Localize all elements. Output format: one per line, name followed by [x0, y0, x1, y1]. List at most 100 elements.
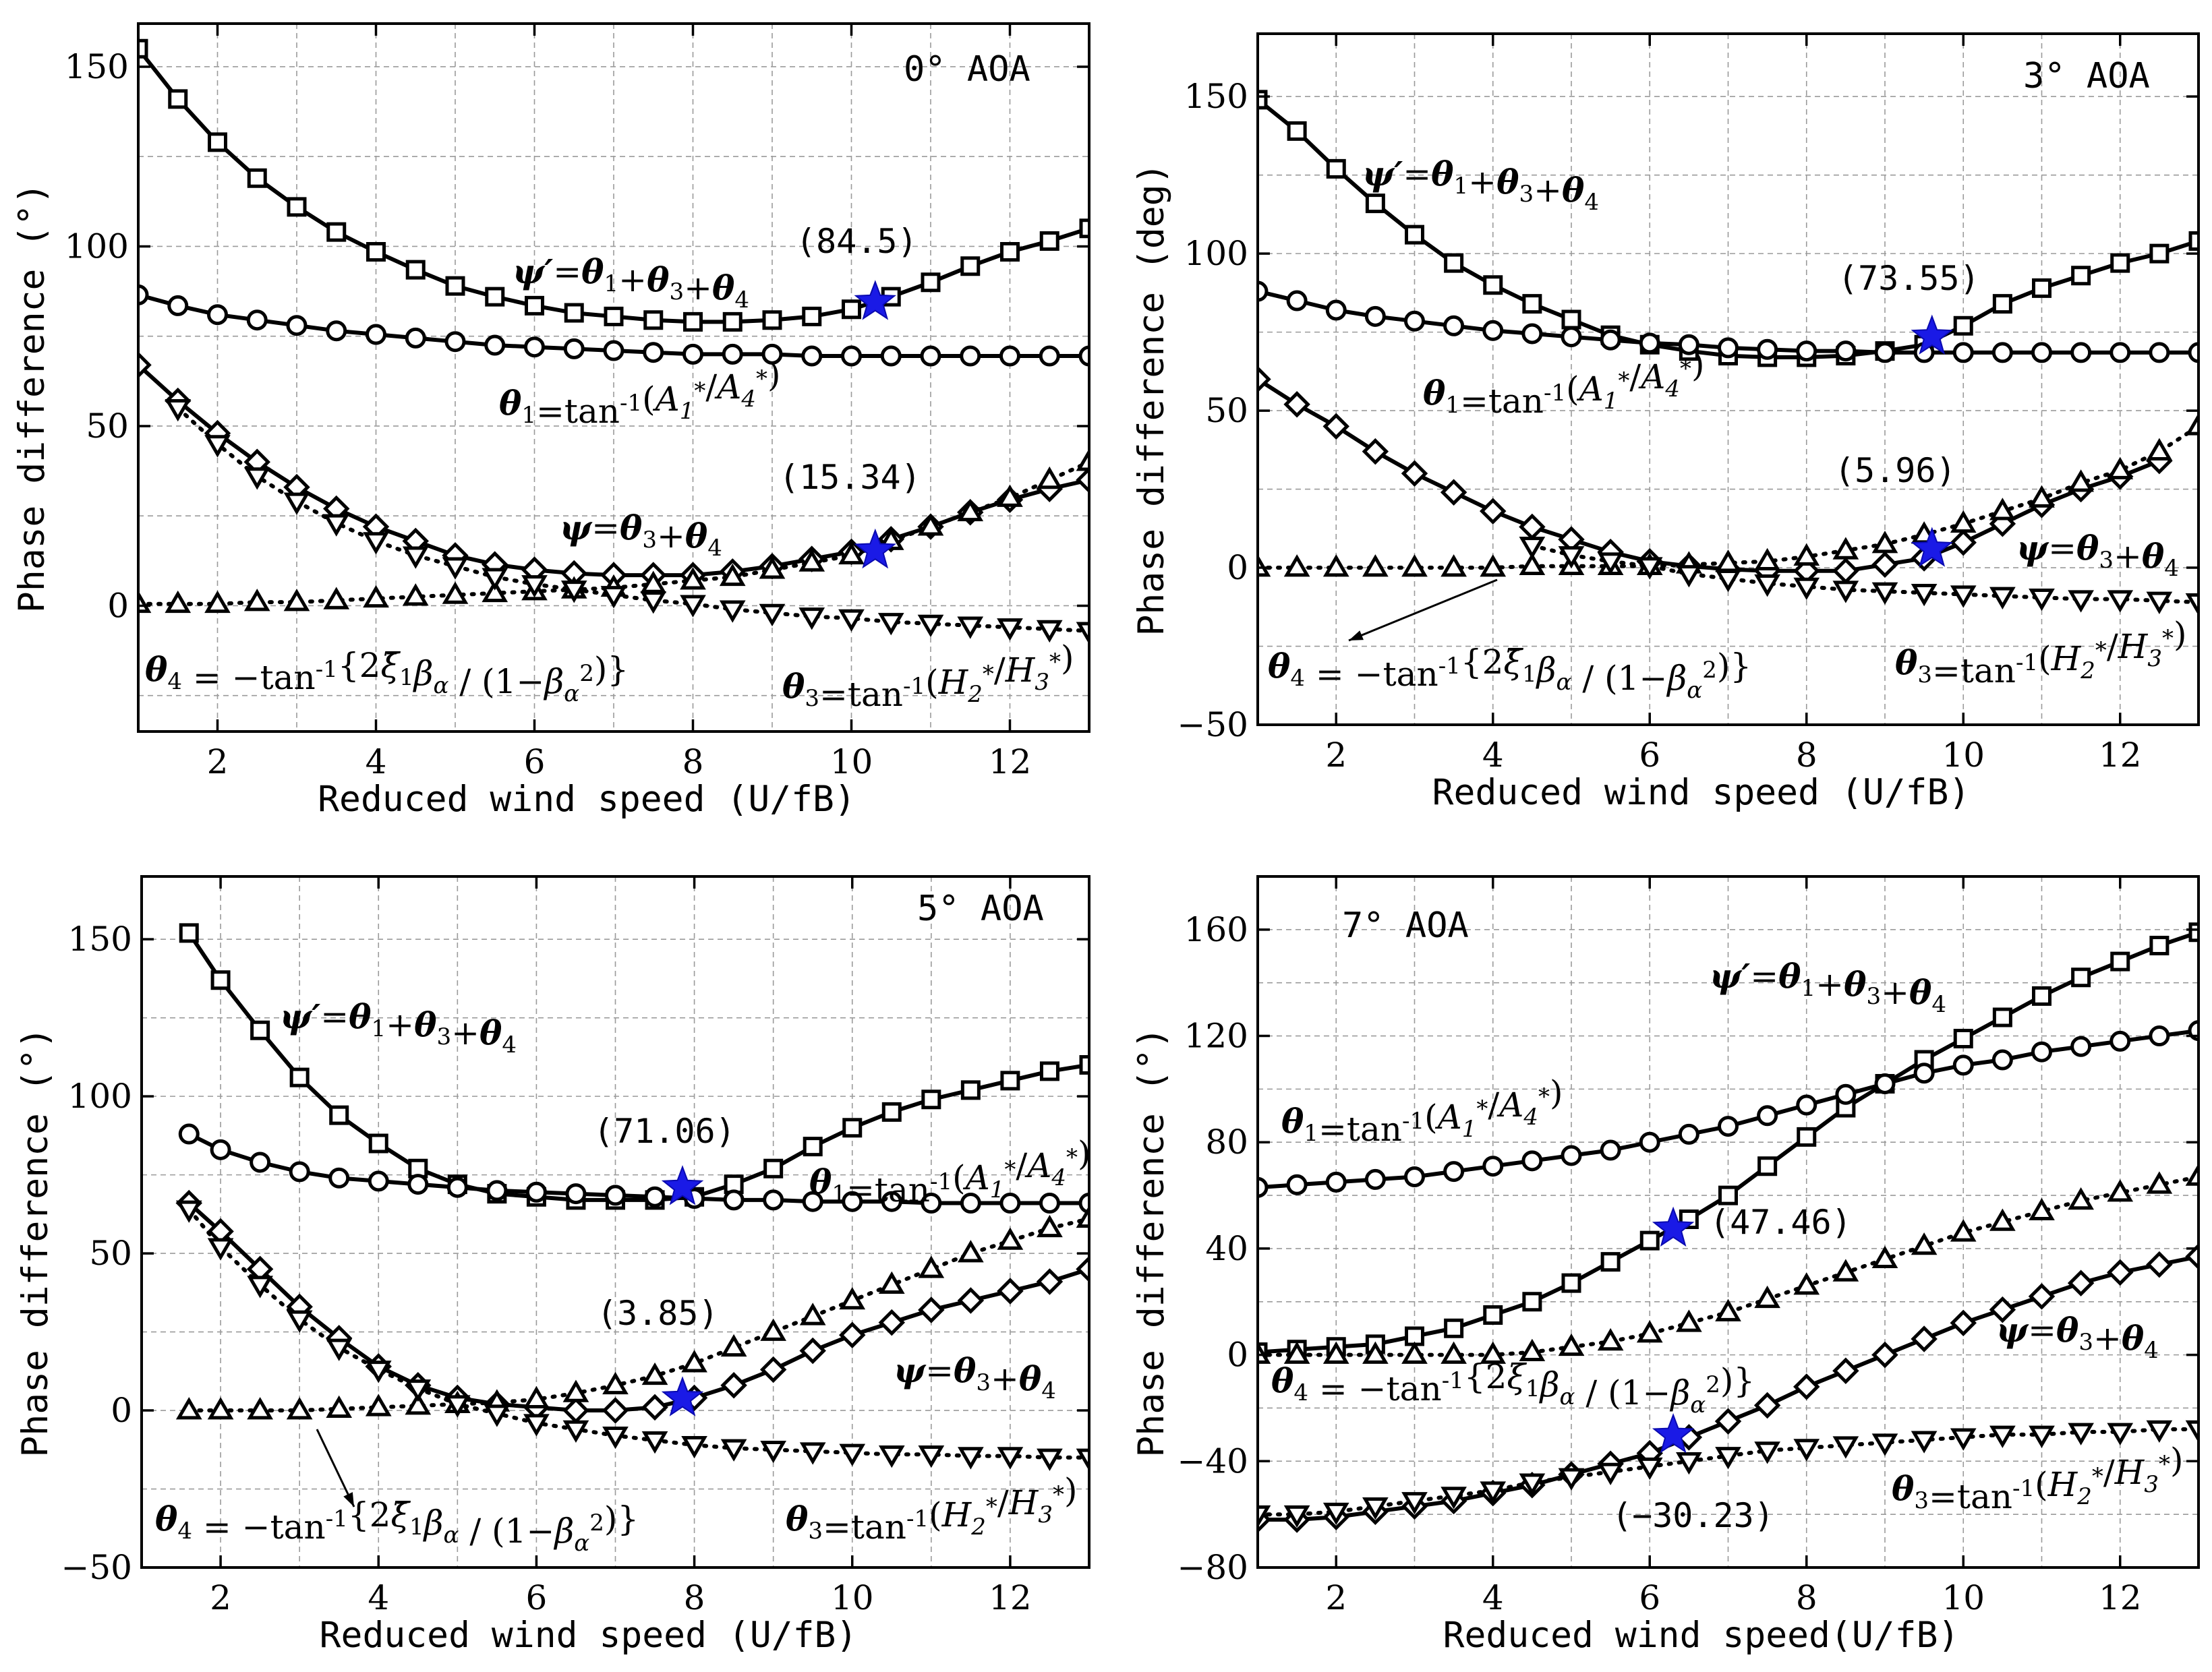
marker-theta1	[920, 345, 941, 367]
marker-theta4	[681, 1436, 707, 1459]
annotation-theta3: θ3=tan-1(H2*/H3*)	[1895, 615, 2187, 690]
marker-theta3	[1037, 1214, 1063, 1238]
star-label: (84.5)	[796, 222, 918, 261]
marker-theta1	[841, 345, 862, 367]
x-tick-label: 2	[210, 1578, 231, 1617]
marker-theta1	[1258, 280, 1269, 302]
marker-psi	[918, 1296, 945, 1323]
marker-psi_prime	[1953, 316, 1973, 336]
marker-theta1	[1482, 320, 1504, 341]
marker-psi	[1871, 1341, 1898, 1369]
marker-psi_prime	[604, 306, 624, 326]
marker-theta1	[1561, 326, 1582, 348]
marker-theta3	[602, 1371, 629, 1395]
marker-theta1	[446, 1176, 468, 1198]
marker-psi_prime	[1405, 1326, 1424, 1346]
marker-theta1	[1364, 305, 1386, 327]
marker-theta1	[405, 327, 426, 349]
marker-psi_prime	[1992, 294, 2012, 314]
marker-theta4	[207, 1238, 234, 1261]
annotation-theta1: θ1=tan-1(A1*/A4*)	[1281, 1073, 1563, 1149]
marker-theta3	[1258, 554, 1271, 577]
marker-psi_prime	[1561, 1273, 1581, 1293]
marker-theta1	[1404, 310, 1425, 332]
marker-theta1	[286, 315, 308, 336]
marker-psi	[2185, 1243, 2199, 1270]
marker-psi_prime	[445, 276, 465, 296]
marker-psi_prime	[1287, 121, 1307, 141]
marker-theta3	[326, 1395, 353, 1419]
marker-theta3	[680, 567, 706, 590]
marker-theta3	[204, 590, 231, 614]
marker-theta4	[1322, 1502, 1349, 1526]
x-tick-label: 12	[989, 1578, 1032, 1617]
marker-theta3	[1440, 1341, 1467, 1364]
marker-theta4	[641, 1431, 668, 1454]
marker-theta4	[1911, 584, 1938, 607]
annotation-theta3: θ3=tan-1(H2*/H3*)	[782, 638, 1074, 714]
marker-theta3	[720, 1334, 747, 1357]
marker-theta4	[957, 616, 984, 639]
marker-theta1	[1718, 1116, 1739, 1137]
y-tick-label: 150	[68, 920, 132, 959]
marker-psi_prime	[803, 1137, 823, 1157]
marker-psi	[1076, 1255, 1089, 1283]
annotation-theta4: θ4 = −tan-1{2ξ1βα / (1−βα2)}	[1271, 1357, 1755, 1419]
marker-psi_prime	[1444, 1318, 1464, 1338]
marker-psi_prime	[525, 295, 544, 316]
marker-theta4	[204, 435, 231, 458]
marker-theta3	[759, 556, 786, 579]
marker-theta1	[1757, 338, 1778, 360]
marker-theta4	[2146, 591, 2173, 614]
marker-psi	[1714, 1408, 1742, 1435]
marker-theta3	[1911, 1232, 1938, 1255]
marker-psi_prime	[2032, 278, 2051, 298]
marker-theta3	[1832, 537, 1859, 560]
marker-psi_prime	[643, 310, 664, 330]
marker-theta1	[1039, 345, 1060, 367]
marker-theta3	[1480, 1341, 1507, 1364]
marker-theta4	[1989, 1425, 2016, 1448]
x-axis-label: Reduced wind speed (U/fB)	[320, 1615, 858, 1656]
marker-theta1	[250, 1152, 271, 1173]
marker-theta3	[207, 1397, 234, 1420]
marker-theta3	[1036, 466, 1063, 489]
marker-theta4	[1076, 622, 1089, 645]
marker-theta3	[997, 484, 1023, 507]
marker-psi	[1832, 1357, 1859, 1385]
marker-psi	[1989, 1296, 2016, 1323]
marker-theta1	[1639, 1131, 1660, 1153]
marker-theta1	[1796, 1094, 1817, 1116]
x-tick-label: 10	[831, 1578, 874, 1617]
marker-theta4	[1950, 585, 1977, 608]
marker-psi	[1283, 391, 1310, 418]
annotation-psi-prime: ψ′=θ1+θ3+θ4	[1710, 956, 1946, 1018]
marker-theta1	[1078, 345, 1089, 367]
marker-theta3	[286, 1397, 313, 1420]
marker-theta3	[1401, 1341, 1428, 1364]
marker-theta4	[2029, 589, 2055, 611]
marker-theta1	[167, 295, 189, 316]
marker-theta4	[1911, 1431, 1938, 1454]
marker-psi	[1911, 1325, 1938, 1352]
x-tick-label: 6	[1639, 1578, 1660, 1617]
marker-theta3	[2107, 456, 2134, 479]
marker-theta4	[365, 1361, 392, 1383]
marker-theta1	[960, 1193, 981, 1214]
annotation-theta4: θ4 = −tan-1{2ξ̄1βα / (1−βα2)}	[145, 646, 629, 707]
marker-psi	[1871, 551, 1898, 578]
marker-theta3	[1283, 1341, 1310, 1364]
marker-theta3	[1636, 1320, 1663, 1343]
marker-theta1	[1639, 332, 1660, 354]
marker-theta4	[2146, 1420, 2173, 1443]
annotation-arrowhead	[343, 1492, 354, 1507]
highlight-star	[1652, 1206, 1695, 1247]
marker-theta3	[958, 1240, 984, 1263]
marker-theta1	[2109, 342, 2131, 363]
marker-theta1	[1404, 1166, 1425, 1187]
panel-title: 0° AOA	[904, 49, 1030, 90]
marker-theta4	[1037, 1448, 1063, 1471]
x-tick-label: 8	[1796, 736, 1817, 775]
marker-theta1	[1678, 334, 1699, 355]
